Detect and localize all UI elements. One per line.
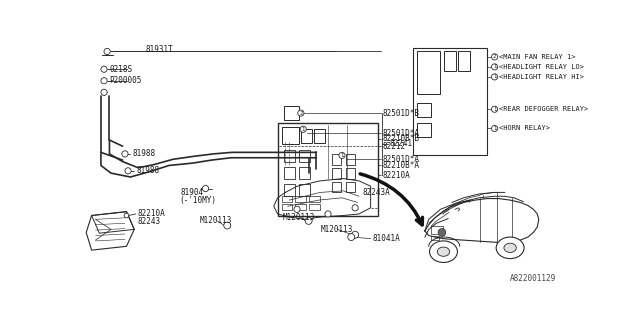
Text: A822001129: A822001129 [510,274,556,283]
Text: <REAR DEFOGGER RELAY>: <REAR DEFOGGER RELAY> [499,106,589,112]
Bar [278,123,378,215]
Text: 82212: 82212 [382,142,405,151]
Circle shape [492,64,498,70]
Circle shape [101,78,107,84]
Text: M120113: M120113 [200,216,232,225]
Bar [309,196,320,203]
Circle shape [325,211,331,217]
Polygon shape [86,212,134,250]
Circle shape [305,217,312,224]
Bar [296,204,307,210]
Circle shape [492,125,498,132]
Text: 1: 1 [493,107,496,112]
Text: 82501D*A: 82501D*A [382,155,419,164]
Circle shape [351,231,358,238]
Circle shape [298,110,304,116]
Bar [417,123,431,137]
Bar [301,129,312,143]
Bar [458,52,470,71]
Text: 82241: 82241 [390,140,413,148]
Text: <MAIN FAN RELAY 1>: <MAIN FAN RELAY 1> [499,54,576,60]
Bar [300,184,310,196]
Text: M120113: M120113 [283,212,316,221]
Text: 2: 2 [300,111,303,116]
Circle shape [125,168,131,174]
Bar [284,106,300,120]
Circle shape [101,89,107,95]
Circle shape [104,48,110,55]
Circle shape [438,228,446,236]
Text: 82243: 82243 [138,217,161,226]
Text: 82243A: 82243A [363,188,390,197]
Bar [417,103,431,117]
Text: M120113: M120113 [320,225,353,234]
Bar [431,236,439,240]
Bar [282,196,292,203]
Bar [296,196,307,203]
Bar [300,167,310,179]
Ellipse shape [504,243,516,252]
Text: 2: 2 [493,54,496,60]
Text: 81931T: 81931T [146,45,173,54]
Ellipse shape [496,237,524,259]
Bar [417,52,440,94]
Ellipse shape [429,241,458,262]
Bar [346,168,355,179]
Text: 82501D*A: 82501D*A [382,129,419,138]
Circle shape [122,151,128,157]
Text: 82210B*A: 82210B*A [382,161,419,170]
Bar [314,129,325,143]
Text: 81988: 81988 [132,149,156,158]
Text: <HEADLIGHT RELAY HI>: <HEADLIGHT RELAY HI> [499,74,584,80]
Bar [332,154,341,165]
Bar [284,167,294,179]
FancyArrowPatch shape [360,174,422,225]
Text: (-'10MY): (-'10MY) [179,196,216,204]
Bar [444,52,456,71]
Text: 1: 1 [301,127,305,132]
Text: 1: 1 [493,126,496,131]
Bar [431,226,443,234]
Circle shape [124,213,129,218]
Text: P200005: P200005 [109,76,142,85]
Bar [284,150,294,162]
Text: <HORN RELAY>: <HORN RELAY> [499,125,550,132]
Circle shape [300,126,307,132]
Bar [300,150,310,162]
Circle shape [339,152,345,158]
Circle shape [492,106,498,112]
Text: 0218S: 0218S [109,65,132,74]
Text: 81904: 81904 [180,188,204,197]
Text: <HEADLIGHT RELAY LO>: <HEADLIGHT RELAY LO> [499,64,584,70]
Bar [413,48,487,156]
Polygon shape [274,179,371,219]
Ellipse shape [437,247,450,256]
Circle shape [492,54,498,60]
Circle shape [224,222,231,229]
Circle shape [294,206,300,212]
Text: 82210A: 82210A [382,171,410,180]
Bar [284,184,294,196]
Text: 1: 1 [493,74,496,79]
Text: 81988: 81988 [136,166,160,175]
Circle shape [352,205,358,211]
Bar [282,127,298,144]
Bar [346,154,355,165]
Text: 1: 1 [340,153,344,158]
Text: 82501D*B: 82501D*B [382,108,419,117]
Circle shape [202,186,209,192]
Text: 1: 1 [493,64,496,69]
Bar [332,168,341,179]
Circle shape [101,66,107,72]
Text: 82210A: 82210A [138,210,165,219]
Text: 82210B*B: 82210B*B [382,134,419,143]
Bar [346,182,355,192]
Bar [332,182,341,192]
Text: 81041A: 81041A [372,234,400,243]
Bar [282,204,292,210]
Circle shape [492,74,498,80]
Circle shape [348,234,355,241]
Bar [309,204,320,210]
